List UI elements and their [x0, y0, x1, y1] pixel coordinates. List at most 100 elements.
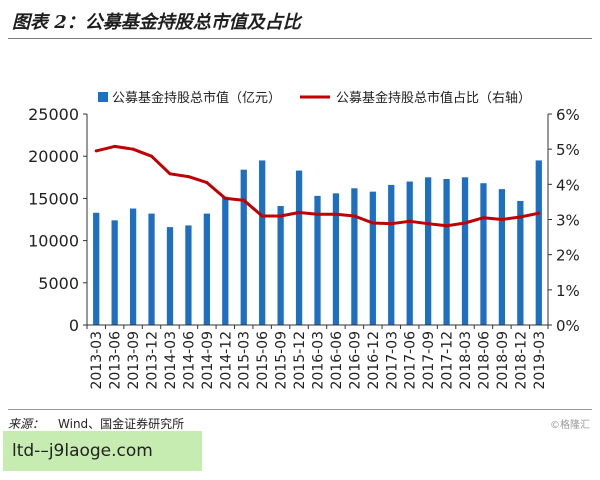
bar-2017-12 — [443, 178, 450, 325]
y-left-tick-label: 0 — [69, 316, 79, 335]
overlay-text: ltd-–j9laoge.com — [12, 441, 153, 461]
line-point-2014-09 — [205, 181, 209, 185]
line-point-2015-12 — [297, 210, 301, 214]
bar-2014-03 — [166, 227, 174, 325]
bar-2013-03 — [93, 212, 100, 325]
line-point-2017-12 — [445, 224, 449, 228]
x-tick-label: 2017-12 — [440, 331, 456, 390]
bar-2015-03 — [240, 169, 247, 325]
line-point-2017-03 — [389, 222, 393, 226]
y-right-tick-label: 3% — [556, 212, 580, 230]
y-right-tick-label: 5% — [556, 141, 580, 159]
bar-2014-12 — [222, 196, 229, 325]
line-point-2014-03 — [168, 172, 172, 176]
x-tick-label: 2014-03 — [163, 331, 179, 390]
line-point-2018-06 — [481, 216, 485, 220]
x-tick-label: 2014-09 — [200, 331, 216, 390]
line-point-2018-03 — [463, 221, 467, 225]
y-left-tick-label: 25000 — [28, 105, 79, 124]
x-tick-label: 2013-06 — [108, 331, 124, 390]
y-right-tick-label: 4% — [556, 176, 580, 194]
x-tick-label: 2015-06 — [255, 331, 271, 390]
overlay-banner — [3, 431, 202, 471]
bar-2013-09 — [129, 208, 137, 325]
line-point-2014-12 — [223, 196, 227, 200]
bar-2014-06 — [185, 225, 192, 325]
bar-2013-06 — [111, 220, 118, 325]
y-right-tick-label: 6% — [556, 106, 580, 124]
bar-2016-06 — [332, 193, 340, 325]
x-tick-label: 2015-03 — [237, 331, 253, 390]
bar-2015-12 — [295, 170, 303, 325]
x-tick-label: 2016-09 — [347, 331, 363, 390]
x-tick-label: 2017-03 — [384, 331, 400, 390]
header-divider — [8, 38, 592, 39]
x-tick-label: 2018-09 — [495, 331, 511, 390]
bar-2018-09 — [498, 189, 506, 325]
line-point-2015-03 — [242, 198, 246, 202]
line-point-2014-06 — [186, 175, 190, 179]
y-right-tick-label: 0% — [556, 317, 580, 335]
bar-2018-03 — [461, 177, 469, 325]
chart-header: 图表 2：公募基金持股总市值及占比 — [0, 0, 600, 40]
combo-chart: 公募基金持股总市值（亿元） 公募基金持股总市值占比（右轴） 0 5000 10000… — [28, 90, 580, 390]
bar-2016-03 — [314, 195, 321, 325]
legend-label-line: 公募基金持股总市值占比（右轴） — [336, 90, 531, 106]
bar-2017-06 — [406, 181, 413, 325]
line-point-2017-06 — [408, 219, 412, 223]
y-left-tick-label: 5000 — [38, 274, 79, 293]
x-tick-label: 2013-09 — [126, 331, 142, 390]
axes: 0 5000 10000 15000 20000 25000 0% 1% 2% 3% 4% 5% 6% 2… — [28, 105, 580, 390]
bar-2019-03 — [535, 160, 542, 325]
line-point-2019-03 — [537, 211, 541, 215]
x-tick-label: 2015-12 — [292, 331, 308, 390]
line-point-2013-09 — [131, 147, 135, 151]
x-tick-label: 2016-06 — [329, 331, 345, 390]
legend-swatch-bar — [98, 92, 108, 102]
legend-label-bar: 公募基金持股总市值（亿元） — [112, 90, 281, 106]
line-point-2013-03 — [94, 149, 98, 153]
footer-divider — [8, 409, 592, 410]
line-point-2018-12 — [518, 215, 522, 219]
line-point-2016-03 — [316, 212, 319, 216]
x-tick-label: 2018-03 — [458, 331, 474, 390]
line-series — [94, 144, 541, 228]
source-note: 来源： Wind、国金证券研究所 — [8, 415, 184, 432]
bar-2018-06 — [480, 183, 487, 325]
x-tick-label: 2018-06 — [476, 331, 492, 390]
y-left-tick-label: 20000 — [28, 147, 79, 166]
x-tick-label: 2013-12 — [145, 331, 161, 390]
line-point-2013-06 — [113, 144, 117, 148]
source-label: 来源： — [8, 417, 45, 431]
x-tick-label: 2019-03 — [532, 331, 548, 390]
bar-2015-06 — [259, 160, 266, 325]
x-tick-label: 2017-09 — [421, 331, 437, 390]
line-point-2016-09 — [352, 214, 356, 218]
x-tick-label: 2015-09 — [274, 331, 290, 390]
line-point-2013-12 — [150, 154, 154, 158]
source-text: Wind、国金证券研究所 — [58, 417, 185, 431]
line-point-2016-06 — [334, 212, 338, 216]
line-point-2018-09 — [500, 218, 504, 221]
x-tick-label: 2018-12 — [513, 331, 529, 390]
bar-2017-09 — [425, 177, 432, 325]
bar-2013-12 — [148, 213, 155, 325]
line-point-2016-12 — [371, 221, 375, 225]
bar-series — [93, 160, 542, 325]
line-point-2015-09 — [279, 214, 283, 218]
chart-legend: 公募基金持股总市值（亿元） 公募基金持股总市值占比（右轴） — [98, 90, 531, 106]
y-left-tick-label: 15000 — [28, 189, 79, 208]
line-point-2015-06 — [260, 214, 264, 218]
x-tick-label: 2014-06 — [181, 331, 197, 390]
figure-title: 图表 2：公募基金持股总市值及占比 — [12, 12, 301, 33]
bar-2016-12 — [369, 191, 376, 325]
y-right-tick-label: 2% — [556, 247, 580, 265]
watermark: ©格隆汇 — [550, 420, 590, 431]
bar-2016-09 — [351, 188, 358, 325]
bar-2017-03 — [388, 184, 395, 325]
line-point-2017-09 — [426, 222, 430, 226]
x-tick-label: 2016-03 — [311, 331, 327, 390]
y-left-tick-label: 10000 — [28, 232, 79, 251]
x-tick-label: 2017-06 — [403, 331, 419, 390]
y-right-tick-label: 1% — [556, 282, 580, 300]
